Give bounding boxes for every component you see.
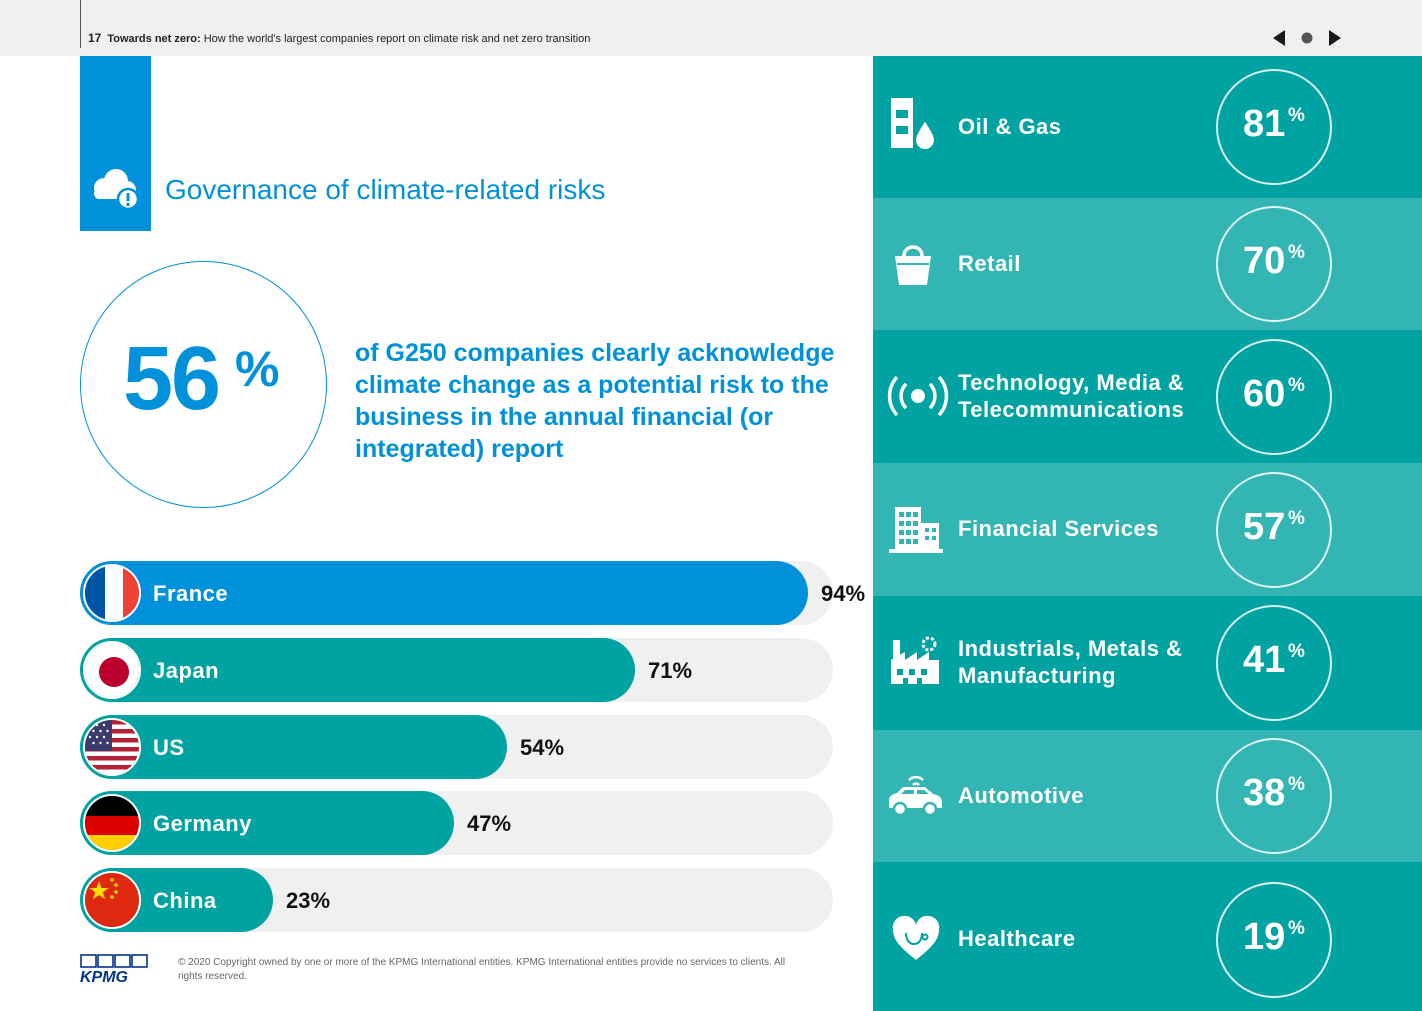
germany-flag-icon xyxy=(83,794,141,852)
china-flag-icon xyxy=(83,871,141,929)
document-subtitle: How the world's largest companies report… xyxy=(200,33,591,45)
stat-value: 56 xyxy=(123,329,221,429)
sector-row-industrials: Industrials, Metals & Manufacturing 41 % xyxy=(873,596,1422,730)
previous-page-icon[interactable] xyxy=(1272,29,1286,47)
sector-unit: % xyxy=(1288,918,1305,939)
office-building-icon xyxy=(889,507,943,553)
sector-label: Technology, Media & Telecommunications xyxy=(958,370,1185,422)
kpmg-logo: KPMG xyxy=(80,954,150,986)
sector-stat-circle: 41 % xyxy=(1216,605,1332,721)
kpmg-logo-text: KPMG xyxy=(80,969,128,984)
heart-icon xyxy=(892,916,940,960)
header-rule xyxy=(80,0,81,48)
sector-row-healthcare: Healthcare 19 % xyxy=(873,862,1422,1011)
page-header: 17 Towards net zero: How the world's larg… xyxy=(88,31,590,45)
sector-stat-circle: 81 % xyxy=(1216,69,1332,185)
sector-unit: % xyxy=(1288,375,1305,396)
sector-unit: % xyxy=(1288,774,1305,795)
stat-unit: % xyxy=(235,341,280,397)
page-navigation xyxy=(1270,29,1344,47)
document-title: Towards net zero: xyxy=(107,33,201,45)
copyright-notice: © 2020 Copyright owned by one or more of… xyxy=(178,957,786,982)
country-label: US xyxy=(153,735,185,760)
sector-label: Retail xyxy=(958,251,1021,276)
sector-label: Industrials, Metals & Manufacturing xyxy=(958,636,1183,688)
country-label: Japan xyxy=(153,658,220,683)
france-flag-icon xyxy=(83,564,141,622)
bar-fill xyxy=(80,638,635,702)
factory-icon xyxy=(891,636,939,684)
sector-row-retail: Retail 70 % xyxy=(873,198,1422,330)
country-bar-france: France 94% xyxy=(80,561,865,625)
sector-stat-circle: 60 % xyxy=(1216,339,1332,455)
country-bar-germany: Germany 47% xyxy=(80,791,833,855)
japan-flag-icon xyxy=(83,641,141,699)
bar-fill xyxy=(80,715,507,779)
country-value: 47% xyxy=(467,811,512,836)
country-bar-japan: Japan 71% xyxy=(80,638,833,702)
sector-value: 70 xyxy=(1243,240,1286,282)
sector-label: Financial Services xyxy=(958,516,1159,541)
sector-value: 38 xyxy=(1243,772,1286,814)
car-icon xyxy=(889,775,942,817)
sector-label: Automotive xyxy=(958,783,1084,808)
sector-stat-circle: 57 % xyxy=(1216,472,1332,588)
country-value: 94% xyxy=(821,581,866,606)
sector-unit: % xyxy=(1288,242,1305,263)
shopping-bag-icon xyxy=(895,245,931,285)
country-bar-us: US 54% xyxy=(80,715,833,779)
sector-row-automotive: Automotive 38 % xyxy=(873,730,1422,862)
broadcast-icon xyxy=(887,375,949,417)
cloud-risk-icon xyxy=(94,169,140,211)
sector-row-technology: Technology, Media & Telecommunications 6… xyxy=(873,330,1422,463)
page-number: 17 xyxy=(88,31,102,45)
sector-label: Oil & Gas xyxy=(958,114,1062,139)
top-bar: 17 Towards net zero: How the world's larg… xyxy=(0,0,1422,56)
sector-value: 19 xyxy=(1243,916,1286,958)
country-value: 71% xyxy=(648,658,693,683)
sector-value: 41 xyxy=(1243,639,1286,681)
bar-fill xyxy=(80,791,454,855)
sector-value: 60 xyxy=(1243,373,1286,415)
sector-stat-circle: 38 % xyxy=(1216,738,1332,854)
country-value: 23% xyxy=(286,888,331,913)
stat-circle: 56 % xyxy=(80,261,327,508)
sector-row-oil-gas: Oil & Gas 81 % xyxy=(873,56,1422,198)
country-bar-china: China 23% xyxy=(80,868,833,932)
us-flag-icon xyxy=(83,718,141,776)
sector-unit: % xyxy=(1288,105,1305,126)
sector-unit: % xyxy=(1288,641,1305,662)
stat-description: of G250 companies clearly acknowledge cl… xyxy=(355,339,835,463)
country-label: France xyxy=(153,581,229,606)
bar-fill xyxy=(80,561,808,625)
section-title: Governance of climate-related risks xyxy=(165,174,606,205)
section-marker xyxy=(80,56,151,231)
sector-value: 81 xyxy=(1243,103,1286,145)
sector-stat-circle: 70 % xyxy=(1216,206,1332,322)
sector-unit: % xyxy=(1288,508,1305,529)
country-label: Germany xyxy=(153,811,252,836)
sector-value: 57 xyxy=(1243,506,1286,548)
next-page-icon[interactable] xyxy=(1328,29,1342,47)
country-label: China xyxy=(153,888,217,913)
home-dot-icon[interactable] xyxy=(1300,29,1314,47)
sector-row-financial-services: Financial Services 57 % xyxy=(873,463,1422,596)
country-value: 54% xyxy=(520,735,565,760)
oil-gas-icon xyxy=(891,98,937,151)
sector-stat-circle: 19 % xyxy=(1216,882,1332,998)
sector-label: Healthcare xyxy=(958,926,1076,951)
